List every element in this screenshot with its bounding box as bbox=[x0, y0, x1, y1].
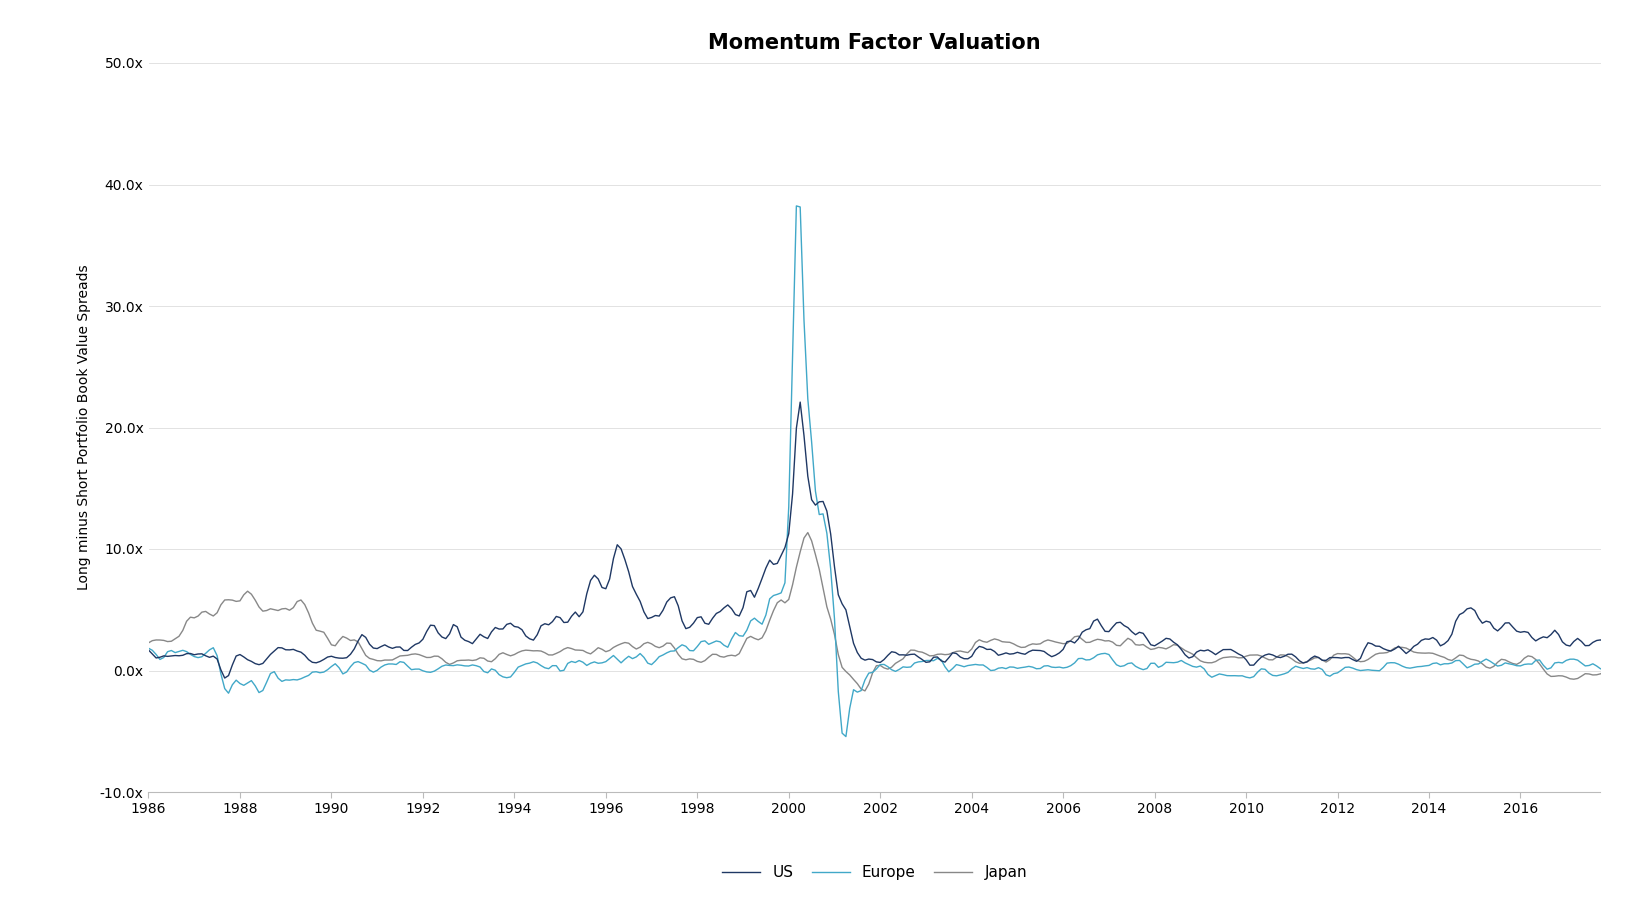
Europe bbox=[424, 666, 444, 677]
Japan bbox=[1157, 644, 1176, 654]
Japan bbox=[424, 651, 444, 661]
Europe bbox=[592, 658, 612, 669]
US bbox=[596, 583, 615, 594]
Japan bbox=[1084, 635, 1104, 646]
Japan bbox=[1183, 649, 1203, 660]
Y-axis label: Long minus Short Portfolio Book Value Spreads: Long minus Short Portfolio Book Value Sp… bbox=[78, 265, 91, 590]
Japan bbox=[799, 527, 818, 538]
US bbox=[139, 644, 158, 655]
Japan bbox=[592, 644, 612, 654]
US bbox=[1084, 616, 1104, 626]
Line: Europe: Europe bbox=[148, 206, 1604, 736]
US bbox=[790, 397, 810, 408]
Europe bbox=[837, 731, 856, 742]
US bbox=[1157, 633, 1176, 643]
Japan bbox=[139, 637, 158, 648]
Europe bbox=[1183, 661, 1203, 671]
Line: Japan: Japan bbox=[148, 533, 1604, 691]
US bbox=[1183, 652, 1203, 662]
US bbox=[429, 627, 449, 638]
Title: Momentum Factor Valuation: Momentum Factor Valuation bbox=[708, 33, 1041, 53]
Europe bbox=[139, 643, 158, 653]
Line: US: US bbox=[148, 402, 1604, 678]
Europe bbox=[1594, 664, 1614, 675]
Europe bbox=[787, 201, 807, 212]
US bbox=[214, 672, 234, 683]
Legend: US, Europe, Japan: US, Europe, Japan bbox=[721, 865, 1028, 880]
Japan bbox=[936, 649, 955, 660]
US bbox=[936, 657, 955, 668]
Japan bbox=[1594, 667, 1614, 678]
US bbox=[1594, 636, 1614, 647]
Europe bbox=[1157, 657, 1176, 668]
Europe bbox=[1084, 652, 1104, 663]
Japan bbox=[855, 686, 875, 697]
Europe bbox=[936, 662, 955, 672]
